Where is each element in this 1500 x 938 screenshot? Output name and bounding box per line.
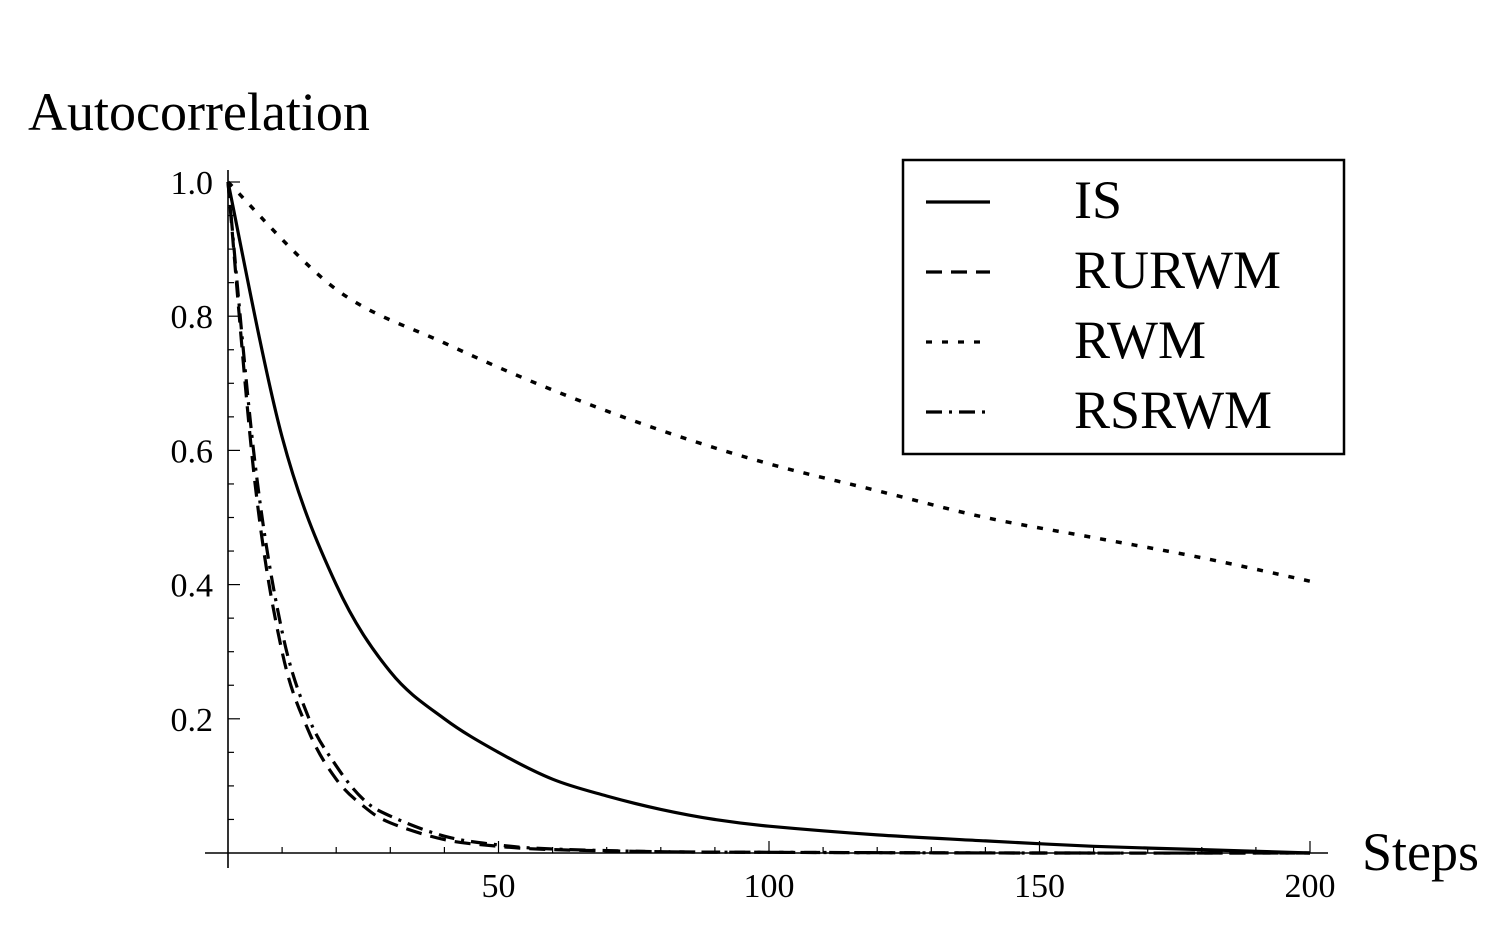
legend-label: RSRWM [1074,380,1272,440]
y-tick-label: 0.2 [171,702,214,739]
axes: 50 100 150 200 0.2 0.4 0.6 0.8 1.0 [171,165,1336,905]
legend-item-rurwm: RURWM [926,240,1281,300]
y-axis-title: Autocorrelation [28,82,370,142]
series-line-is [226,181,1311,855]
y-tick-label: 1.0 [171,165,214,202]
legend-item-is: IS [926,170,1122,230]
y-tick-label: 0.8 [171,299,214,336]
series-line-rwm [226,180,1311,583]
legend-item-rwm: RWM [926,310,1206,370]
y-tick-label: 0.4 [171,568,214,605]
legend-label: IS [1074,170,1122,230]
series-layer [226,180,1311,855]
legend-label: RWM [1074,310,1206,370]
legend-label: RURWM [1074,240,1281,300]
legend-item-rsrwm: RSRWM [926,380,1272,440]
series-line-rsrwm [226,181,1311,855]
x-tick-label: 200 [1285,868,1336,905]
x-tick-label: 150 [1014,868,1065,905]
x-tick-label: 100 [744,868,795,905]
legend: IS RURWM RWM RSRWM [901,158,1346,456]
y-tick-label: 0.6 [171,433,214,470]
x-axis-title: Steps [1362,822,1479,882]
x-tick-label: 50 [482,868,516,905]
legend-box [901,158,1346,456]
